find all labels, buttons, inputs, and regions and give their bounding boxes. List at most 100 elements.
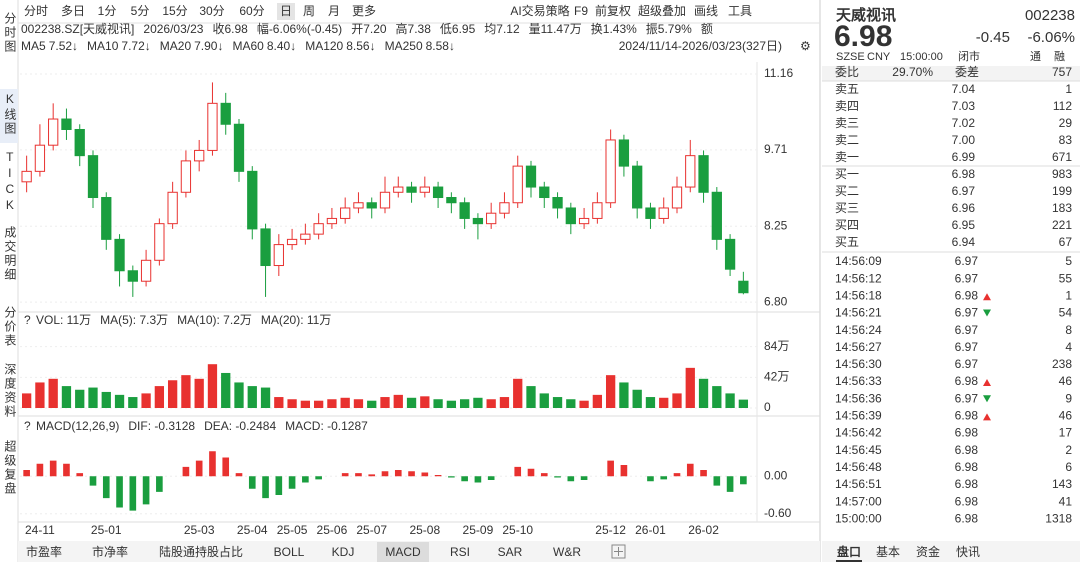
volume-bar bbox=[327, 399, 337, 408]
tool-button[interactable]: 画线 bbox=[694, 4, 718, 18]
candle-body bbox=[207, 102, 218, 151]
period-tab[interactable]: 60分 bbox=[239, 4, 264, 18]
period-tab[interactable]: 多日 bbox=[61, 4, 85, 18]
volume-bar bbox=[114, 394, 125, 408]
diff: 757 bbox=[1052, 65, 1072, 79]
volume-bar bbox=[367, 400, 377, 408]
sidebar-tab[interactable]: 分时图 bbox=[3, 12, 17, 54]
period-tab[interactable]: 周 bbox=[303, 4, 315, 18]
period-tab[interactable]: 更多 bbox=[352, 4, 376, 18]
candle-body bbox=[61, 118, 72, 130]
volume-bar bbox=[274, 397, 284, 408]
indicator-tab[interactable]: BOLL bbox=[274, 545, 305, 559]
tick-time: 14:56:36 bbox=[835, 391, 882, 405]
period-tab[interactable]: 1分 bbox=[98, 4, 117, 18]
tick-volume: 46 bbox=[1059, 409, 1073, 423]
indicator-tab[interactable]: RSI bbox=[450, 545, 470, 559]
tick-price: 6.98 bbox=[955, 288, 979, 302]
tick-volume: 17 bbox=[1059, 426, 1073, 440]
volume-bar bbox=[672, 393, 682, 408]
candle-body bbox=[578, 217, 590, 225]
tool-button[interactable]: 工具 bbox=[728, 4, 752, 18]
period-tab[interactable]: 5分 bbox=[131, 4, 150, 18]
book-volume: 183 bbox=[1052, 201, 1072, 215]
ratio-band bbox=[822, 66, 1080, 81]
ma-legend: 8.58↓ bbox=[426, 39, 455, 53]
book-volume: 221 bbox=[1052, 218, 1072, 232]
candle-body bbox=[21, 170, 32, 183]
tick-time: 14:57:00 bbox=[835, 494, 882, 508]
tick-time: 14:56:30 bbox=[835, 357, 882, 371]
ma-legend: 8.40↓ bbox=[267, 39, 296, 53]
volume-bar bbox=[712, 386, 722, 408]
tool-button[interactable]: 超级叠加 bbox=[638, 3, 686, 18]
quote-meta: CNY bbox=[867, 51, 891, 63]
sidebar-tab[interactable]: 深度资料 bbox=[3, 363, 17, 419]
indicator-tab[interactable]: SAR bbox=[498, 545, 523, 559]
period-tab[interactable]: 月 bbox=[328, 4, 340, 18]
x-tick-label: 25-06 bbox=[317, 523, 348, 537]
sidebar-tab[interactable]: TICK bbox=[3, 150, 17, 214]
tick-volume: 2 bbox=[1065, 443, 1072, 457]
indicator-tab[interactable]: 市盈率 bbox=[26, 544, 62, 559]
stock-name: 天威视讯 bbox=[836, 6, 896, 24]
book-volume: 983 bbox=[1052, 167, 1072, 181]
volume-bar bbox=[552, 397, 563, 408]
info-item: 收6.98 bbox=[212, 22, 248, 36]
grid-icon[interactable] bbox=[611, 544, 626, 559]
tick-time: 14:56:42 bbox=[835, 426, 882, 440]
tool-button[interactable]: F9 bbox=[574, 4, 588, 18]
sidebar-tab[interactable]: 超级复盘 bbox=[3, 439, 17, 496]
indicator-tab[interactable]: 市净率 bbox=[92, 544, 128, 559]
candle-body bbox=[127, 270, 138, 282]
candle-body bbox=[539, 186, 550, 199]
ma-legend: 7.52↓ bbox=[49, 39, 78, 53]
period-tab[interactable]: 日 bbox=[280, 4, 292, 18]
panel-tab[interactable]: 快讯 bbox=[956, 545, 980, 559]
vol-legend: MA(5): 7.3万 bbox=[100, 313, 168, 327]
x-tick-label: 25-07 bbox=[356, 523, 387, 537]
tool-button[interactable]: 前复权 bbox=[595, 3, 631, 18]
panel-tab[interactable]: 盘口 bbox=[837, 544, 861, 559]
setting-icon[interactable]: ⚙ bbox=[800, 39, 811, 53]
sidebar-tab[interactable]: 分价表 bbox=[3, 306, 17, 348]
indicator-tab[interactable]: 陆股通持股占比 bbox=[159, 544, 243, 559]
sidebar-active bbox=[0, 89, 18, 143]
tick-volume: 54 bbox=[1059, 306, 1073, 320]
tick-price: 6.97 bbox=[955, 340, 979, 354]
sidebar-tab[interactable]: 成交明细 bbox=[3, 226, 17, 282]
period-tab[interactable]: 15分 bbox=[162, 4, 187, 18]
quote-meta: SZSE bbox=[836, 51, 865, 63]
macd-legend: DEA: -0.2484 bbox=[204, 419, 276, 433]
tick-volume: 5 bbox=[1065, 254, 1072, 268]
tick-volume: 8 bbox=[1065, 323, 1072, 337]
indicator-tab[interactable]: KDJ bbox=[332, 545, 355, 559]
x-tick-label: 25-08 bbox=[409, 523, 440, 537]
panel-tab[interactable]: 基本 bbox=[876, 545, 900, 559]
candle-body bbox=[247, 170, 258, 230]
panel-tab[interactable]: 资金 bbox=[916, 544, 940, 559]
book-price: 7.03 bbox=[952, 99, 976, 113]
candle-body bbox=[313, 223, 324, 235]
macd-legend: MACD: -0.1287 bbox=[285, 419, 368, 433]
volume-bar bbox=[513, 378, 523, 408]
tick-volume: 238 bbox=[1052, 357, 1072, 371]
indicator-tab[interactable]: MACD bbox=[385, 545, 421, 559]
candle-body bbox=[645, 207, 656, 219]
panel-tab-bar bbox=[822, 541, 1080, 562]
tick-time: 14:56:45 bbox=[835, 443, 882, 457]
period-tab[interactable]: 分时 bbox=[24, 4, 48, 18]
sidebar-tab[interactable]: K线图 bbox=[3, 92, 17, 136]
book-volume: 199 bbox=[1052, 184, 1072, 198]
tool-button[interactable]: AI交易策略 bbox=[510, 3, 569, 18]
candle-body bbox=[512, 165, 523, 204]
volume-bar bbox=[579, 400, 589, 408]
y-tick-label: -0.60 bbox=[764, 506, 792, 520]
book-price: 6.95 bbox=[952, 218, 976, 232]
quote-meta: 通 bbox=[1030, 50, 1041, 63]
candle-body bbox=[605, 139, 616, 204]
indicator-tab[interactable]: W&R bbox=[553, 545, 581, 559]
candle-body bbox=[459, 202, 470, 219]
period-tab[interactable]: 30分 bbox=[199, 4, 224, 18]
macd-legend: MACD(12,26,9) bbox=[36, 419, 119, 433]
